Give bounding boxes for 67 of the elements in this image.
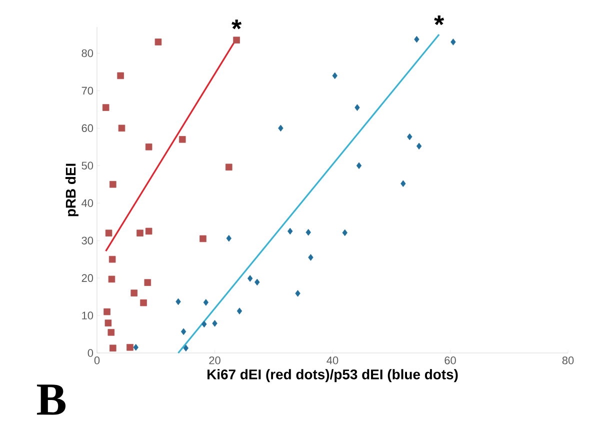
point: [400, 180, 406, 187]
point: [154, 38, 162, 46]
point: [104, 308, 110, 316]
y-tick-label: 20: [82, 274, 94, 282]
y-tick-label: 30: [82, 236, 94, 244]
point: [226, 234, 232, 242]
point: [306, 228, 311, 236]
x-tick-label: 60: [444, 356, 456, 364]
point: [254, 278, 260, 286]
point: [126, 344, 134, 351]
point: [180, 328, 186, 336]
point: [110, 344, 116, 352]
y-tick-label: 40: [82, 199, 94, 207]
point: [144, 279, 152, 286]
point: [108, 256, 116, 263]
annotation: *: [434, 15, 444, 26]
point: [102, 104, 110, 111]
point: [332, 72, 338, 80]
point: [416, 142, 422, 150]
point: [450, 38, 456, 46]
text: B: [36, 384, 66, 415]
point: [226, 164, 232, 171]
point: [110, 180, 116, 188]
point: [288, 228, 293, 235]
y-tick-label: 80: [82, 49, 94, 58]
point: [308, 254, 314, 261]
point: [236, 308, 242, 314]
point: [342, 229, 348, 236]
point: [176, 298, 181, 306]
annotation: *: [232, 20, 242, 30]
point: [356, 162, 362, 170]
point: [247, 275, 253, 282]
point: [108, 328, 115, 336]
point: [136, 230, 144, 236]
y-tick-label: 60: [82, 124, 94, 132]
point: [233, 36, 240, 44]
y-tick-label: 50: [82, 162, 94, 170]
point: [104, 320, 112, 326]
point: [354, 104, 360, 111]
point: [200, 235, 206, 242]
point: [202, 320, 207, 328]
point: [145, 144, 152, 150]
point: [140, 299, 147, 306]
x-tick-label: 0: [94, 356, 100, 364]
point: [183, 344, 188, 352]
point: [407, 133, 412, 140]
point: [145, 228, 152, 235]
point: [414, 36, 420, 43]
point: [118, 124, 126, 132]
y-axis-title: pRB dEI: [65, 164, 78, 216]
point: [133, 344, 138, 351]
y-tick-label: 0: [88, 349, 94, 357]
point: [212, 320, 218, 327]
point: [105, 230, 112, 236]
x-tick-label: 40: [326, 356, 338, 364]
point: [295, 290, 300, 297]
x-tick-label: 20: [209, 356, 220, 364]
point: [108, 276, 116, 283]
point: [178, 136, 186, 143]
x-axis-title: Ki67 dEI (red dots)/p53 dEI (blue dots): [208, 369, 458, 382]
y-tick-label: 10: [82, 312, 94, 320]
point: [130, 290, 138, 296]
y-tick-label: 70: [82, 86, 94, 95]
point: [117, 72, 124, 80]
point: [203, 299, 209, 306]
point: [278, 124, 284, 132]
x-tick-label: 80: [562, 356, 574, 364]
